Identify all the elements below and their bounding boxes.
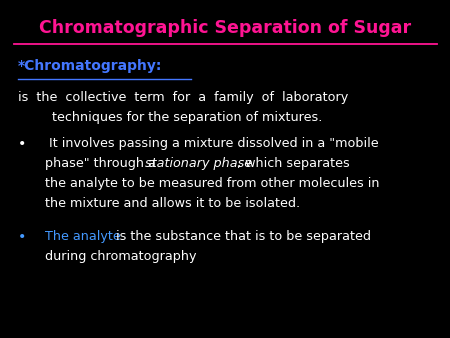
Text: stationary phase: stationary phase (145, 157, 252, 170)
Text: during chromatography: during chromatography (45, 250, 197, 263)
Text: •: • (18, 137, 27, 150)
Text: Chromatographic Separation of Sugar: Chromatographic Separation of Sugar (39, 19, 411, 37)
Text: phase" through a: phase" through a (45, 157, 160, 170)
Text: The analyte: The analyte (45, 230, 121, 243)
Text: is  the  collective  term  for  a  family  of  laboratory: is the collective term for a family of l… (18, 91, 348, 104)
Text: the mixture and allows it to be isolated.: the mixture and allows it to be isolated… (45, 197, 300, 210)
Text: the analyte to be measured from other molecules in: the analyte to be measured from other mo… (45, 177, 379, 190)
Text: , which separates: , which separates (237, 157, 350, 170)
Text: •: • (18, 230, 27, 244)
Text: *Chromatography:: *Chromatography: (18, 59, 162, 73)
Text: techniques for the separation of mixtures.: techniques for the separation of mixture… (52, 111, 322, 124)
Text: is the substance that is to be separated: is the substance that is to be separated (112, 230, 371, 243)
Text: It involves passing a mixture dissolved in a "mobile: It involves passing a mixture dissolved … (45, 137, 378, 149)
